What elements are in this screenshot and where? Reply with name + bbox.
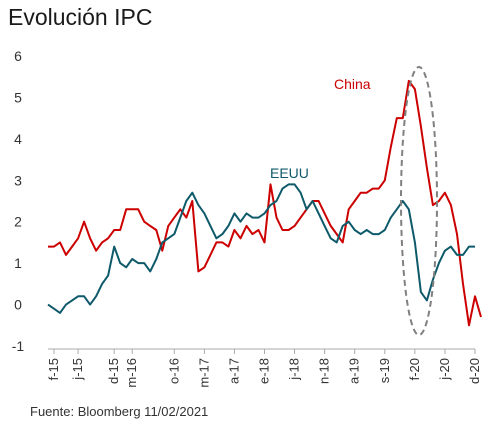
x-tick-label: s-19 [377, 358, 392, 383]
x-tick-label: d-15 [106, 358, 121, 384]
x-tick-label: j-15 [70, 358, 85, 381]
x-tick-label: a-17 [226, 358, 241, 384]
y-tick-label: 4 [14, 131, 22, 147]
series-line-china [48, 79, 482, 327]
highlight-ellipse [400, 66, 438, 336]
x-tick-label: o-16 [166, 358, 181, 384]
y-tick-label: -1 [12, 338, 25, 354]
y-tick-label: 5 [14, 89, 22, 105]
x-tick-label: m-16 [124, 358, 139, 388]
series-layer: China EEUU [47, 76, 482, 327]
series-label-eeuu: EEUU [270, 165, 309, 181]
x-tick-label: j-18 [287, 358, 302, 381]
chart-title: Evolución IPC [8, 4, 153, 30]
x-tick-label: a-19 [347, 358, 362, 384]
y-tick-label: 1 [14, 255, 22, 271]
y-tick-label: 2 [14, 214, 22, 230]
x-tick-label: e-18 [257, 358, 272, 384]
x-tick-label: n-18 [317, 358, 332, 384]
series-line-eeuu [47, 183, 475, 314]
y-tick-label: 3 [14, 172, 22, 188]
x-tick-label: m-17 [196, 358, 211, 388]
x-axis: f-15 j-15 d-15 m-16 o-16 m-17 a-17 e-18 j-18 n-18… [46, 348, 482, 388]
x-tick-label: f-15 [46, 358, 61, 380]
x-tick-label: f-20 [407, 358, 422, 380]
y-axis: -1 0 1 2 3 4 5 6 [12, 48, 25, 354]
x-tick-label: d-20 [467, 358, 482, 384]
source-note: Fuente: Bloomberg 11/02/2021 [30, 404, 209, 419]
annotation-layer [400, 66, 438, 336]
series-label-china: China [334, 76, 371, 92]
y-tick-label: 0 [14, 297, 22, 313]
y-tick-label: 6 [14, 48, 22, 64]
x-tick-label: j-20 [437, 358, 452, 381]
